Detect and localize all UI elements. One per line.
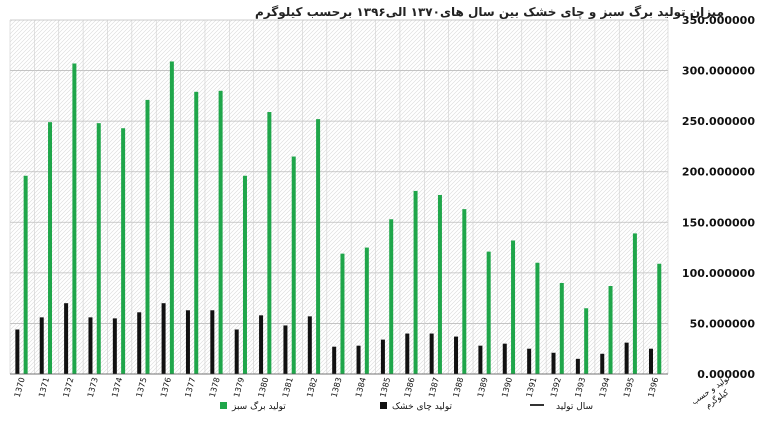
- bar-dry-tea-1370: [15, 329, 20, 374]
- chart-title: میزان تولید برگ سبز و چای خشک بین سال ها…: [255, 4, 724, 20]
- bar-dry-tea-1373: [88, 317, 93, 374]
- plot-background: [10, 20, 668, 374]
- x-tick-label-1370: 1370: [13, 376, 27, 398]
- bar-dry-tea-1392: [551, 352, 556, 374]
- x-tick-label-1396: 1396: [646, 376, 660, 398]
- bar-dry-tea-1387: [429, 333, 434, 374]
- x-tick-label-1379: 1379: [232, 376, 246, 398]
- y-tick-label-4: 200.000000: [682, 166, 755, 179]
- bar-dry-tea-1379: [234, 329, 239, 374]
- y-tick-label-0: 0.000000: [697, 368, 755, 381]
- bar-dry-tea-1385: [380, 339, 385, 374]
- bar-dry-tea-1391: [527, 348, 532, 374]
- bar-green-leaf-1379: [242, 175, 247, 374]
- x-tick-label-1384: 1384: [354, 376, 368, 398]
- bar-green-leaf-1388: [462, 209, 467, 374]
- x-tick-label-1389: 1389: [476, 376, 490, 398]
- bar-green-leaf-1382: [316, 119, 321, 375]
- x-tick-label-1374: 1374: [110, 376, 124, 398]
- legend-dry-tea-label: تولید چای خشک: [392, 402, 453, 412]
- bar-green-leaf-1380: [267, 112, 272, 374]
- bar-dry-tea-1395: [624, 342, 629, 374]
- bar-green-leaf-1394: [608, 286, 613, 374]
- x-tick-label-1381: 1381: [281, 376, 295, 398]
- x-tick-label-1385: 1385: [378, 376, 392, 398]
- bar-dry-tea-1376: [161, 303, 166, 374]
- bar-dry-tea-1396: [648, 348, 653, 374]
- x-tick-label-1393: 1393: [573, 376, 587, 398]
- x-tick-label-1371: 1371: [37, 376, 51, 398]
- bar-dry-tea-1386: [405, 333, 410, 374]
- bar-green-leaf-1371: [48, 122, 53, 374]
- x-tick-label-1390: 1390: [500, 376, 514, 398]
- legend-dry-tea-swatch: [380, 402, 387, 409]
- x-tick-label-1375: 1375: [135, 376, 149, 398]
- x-tick-label-1377: 1377: [183, 376, 197, 398]
- x-axis-title: سال تولید: [556, 402, 593, 412]
- bar-dry-tea-1380: [259, 315, 264, 374]
- bar-dry-tea-1390: [502, 343, 507, 374]
- bar-dry-tea-1371: [39, 317, 44, 374]
- x-tick-label-1394: 1394: [598, 376, 612, 398]
- x-tick-label-1382: 1382: [305, 376, 319, 398]
- bar-green-leaf-1393: [584, 308, 589, 374]
- legend-year-swatch: [530, 404, 544, 406]
- bar-green-leaf-1381: [291, 156, 296, 374]
- x-tick-label-1391: 1391: [525, 376, 539, 398]
- bar-dry-tea-1388: [454, 336, 459, 374]
- bar-dry-tea-1383: [332, 346, 337, 374]
- bar-dry-tea-1378: [210, 310, 215, 374]
- bar-dry-tea-1374: [112, 318, 117, 374]
- bar-dry-tea-1394: [600, 353, 605, 374]
- bar-dry-tea-1381: [283, 325, 288, 374]
- bar-green-leaf-1375: [145, 99, 150, 374]
- bar-dry-tea-1377: [185, 310, 190, 374]
- bar-green-leaf-1376: [169, 61, 174, 375]
- bar-green-leaf-1373: [96, 123, 101, 374]
- bar-dry-tea-1372: [64, 303, 69, 374]
- bar-dry-tea-1382: [307, 316, 312, 374]
- x-tick-label-1386: 1386: [403, 376, 417, 398]
- bar-green-leaf-1395: [632, 233, 637, 374]
- y-tick-label-6: 300.000000: [682, 65, 755, 78]
- bar-green-leaf-1391: [535, 262, 540, 374]
- y-tick-label-5: 250.000000: [682, 115, 755, 128]
- bar-green-leaf-1392: [559, 282, 564, 374]
- bar-green-leaf-1386: [413, 190, 418, 374]
- bar-green-leaf-1372: [72, 63, 77, 375]
- bar-dry-tea-1375: [137, 312, 142, 374]
- bar-green-leaf-1385: [389, 219, 394, 374]
- bar-green-leaf-1389: [486, 251, 491, 374]
- bar-green-leaf-1378: [218, 90, 223, 375]
- x-tick-label-1372: 1372: [62, 376, 76, 398]
- bar-dry-tea-1384: [356, 345, 361, 374]
- y-tick-label-2: 100.000000: [682, 267, 755, 280]
- x-tick-label-1387: 1387: [427, 376, 441, 398]
- x-tick-label-1392: 1392: [549, 376, 563, 398]
- y-tick-label-3: 150.000000: [682, 216, 755, 229]
- x-tick-label-1395: 1395: [622, 376, 636, 398]
- x-tick-label-1383: 1383: [330, 376, 344, 398]
- x-tick-label-1380: 1380: [256, 376, 270, 398]
- bar-green-leaf-1377: [194, 91, 199, 374]
- x-tick-label-1373: 1373: [86, 376, 100, 398]
- bar-green-leaf-1387: [437, 194, 442, 374]
- bar-green-leaf-1384: [364, 247, 369, 374]
- bar-green-leaf-1370: [23, 175, 28, 374]
- x-tick-label-1388: 1388: [451, 376, 465, 398]
- legend-green-leaf-swatch: [220, 402, 227, 409]
- y-tick-label-7: 350.000000: [682, 14, 755, 27]
- bar-dry-tea-1389: [478, 345, 483, 374]
- x-tick-label-1376: 1376: [159, 376, 173, 398]
- y-tick-label-1: 50.000000: [690, 317, 756, 330]
- bar-green-leaf-1396: [657, 263, 662, 374]
- bar-green-leaf-1374: [121, 128, 126, 374]
- bar-dry-tea-1393: [575, 358, 580, 374]
- bar-green-leaf-1383: [340, 253, 345, 374]
- legend-green-leaf-label: تولید برگ سبز: [231, 400, 286, 412]
- bar-green-leaf-1390: [511, 240, 516, 374]
- x-tick-label-1378: 1378: [208, 376, 222, 398]
